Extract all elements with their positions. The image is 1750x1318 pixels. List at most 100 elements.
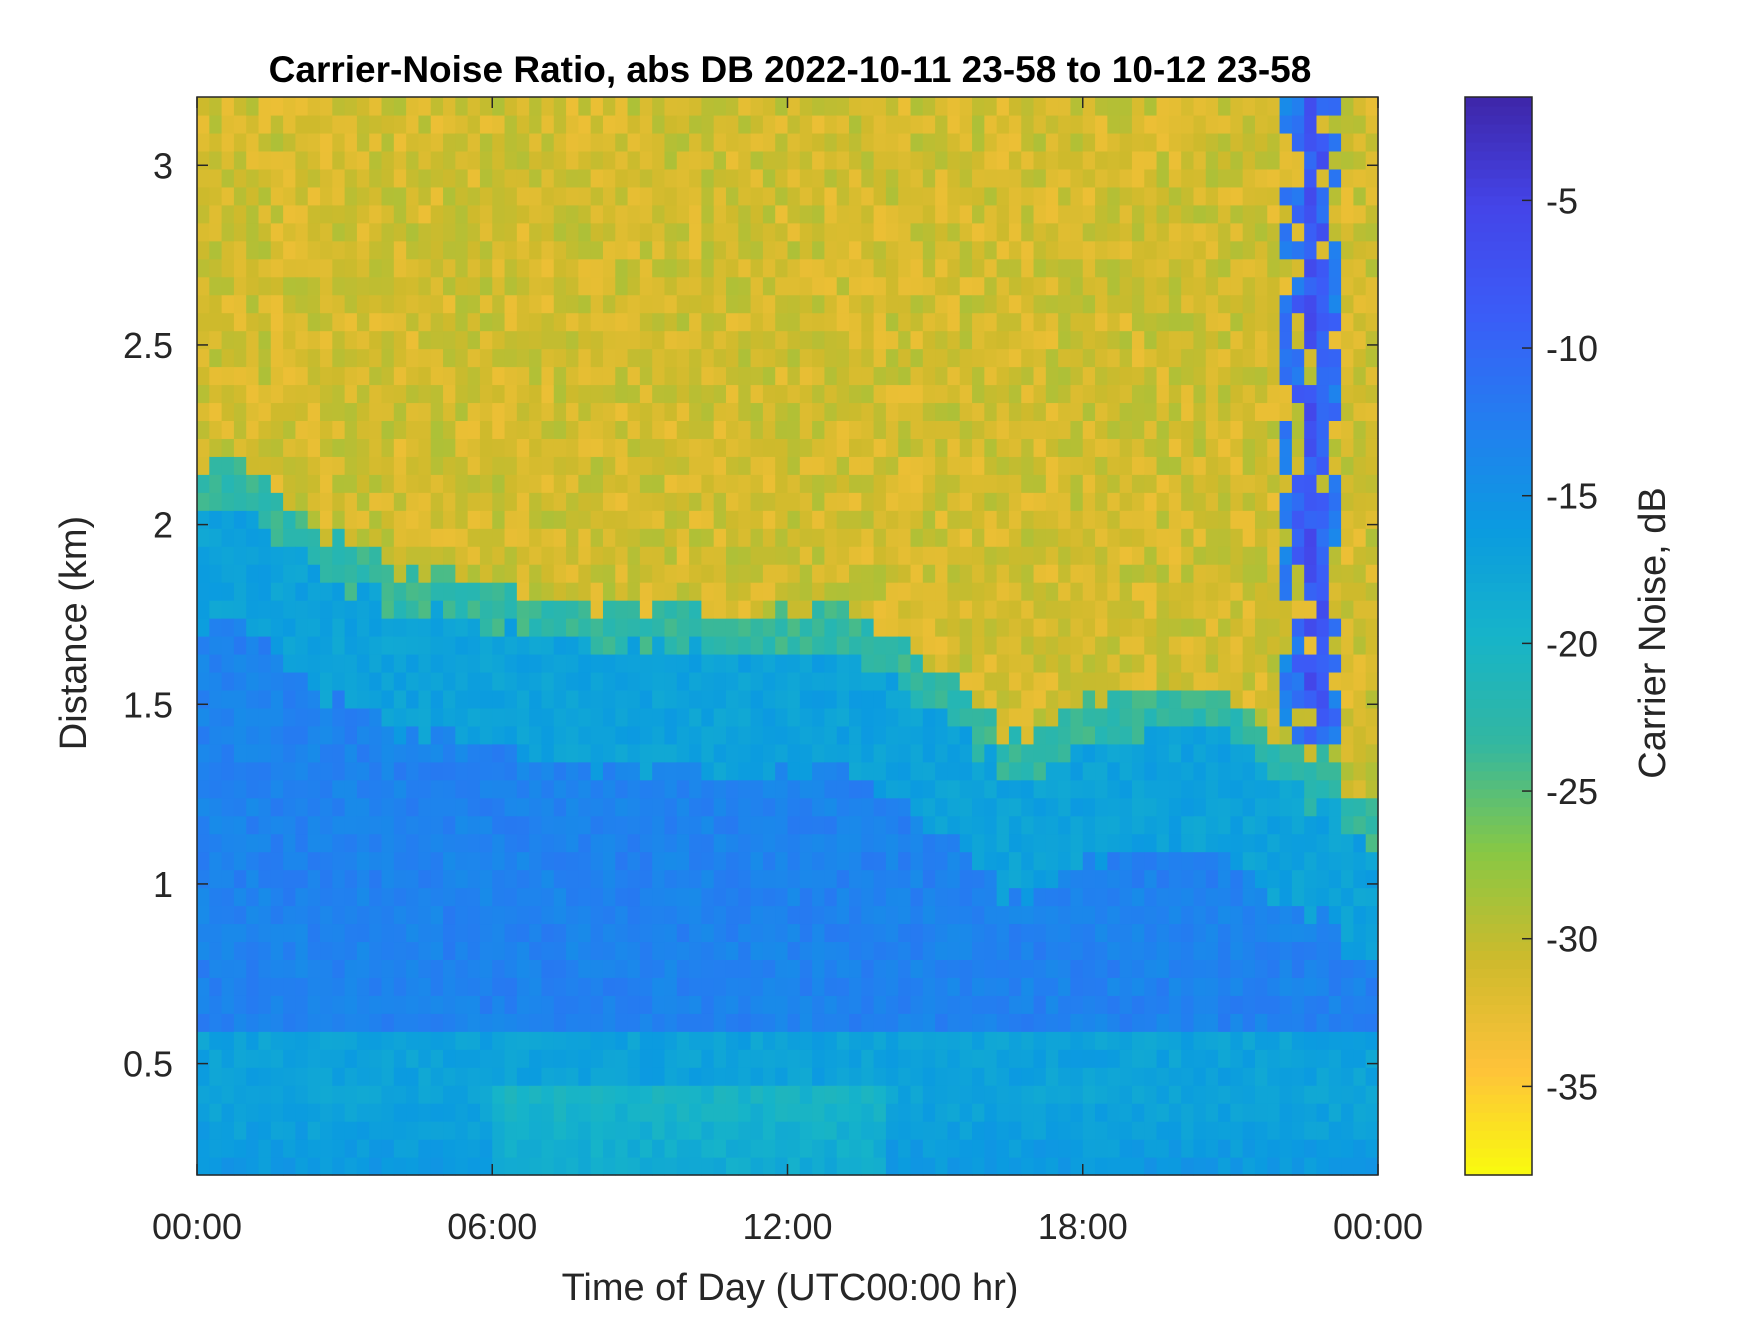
heatmap-cell bbox=[283, 294, 297, 314]
heatmap-cell bbox=[812, 653, 825, 673]
heatmap-cell bbox=[689, 150, 702, 170]
heatmap-cell bbox=[713, 420, 727, 439]
heatmap-cell bbox=[959, 312, 973, 332]
heatmap-cell bbox=[713, 474, 727, 493]
heatmap-cell bbox=[590, 653, 604, 673]
heatmap-cell bbox=[332, 330, 346, 350]
heatmap-cell bbox=[689, 725, 702, 745]
heatmap-cell bbox=[443, 725, 456, 745]
heatmap-cell bbox=[553, 240, 567, 260]
heatmap-cell bbox=[258, 348, 272, 368]
heatmap-cell bbox=[270, 887, 284, 907]
heatmap-cell bbox=[1131, 1067, 1145, 1086]
heatmap-cell bbox=[1131, 995, 1145, 1014]
heatmap-cell bbox=[676, 312, 690, 332]
heatmap-cell bbox=[639, 294, 653, 314]
heatmap-cell bbox=[467, 1121, 481, 1140]
heatmap-cell bbox=[762, 1067, 776, 1086]
heatmap-cell bbox=[898, 564, 912, 583]
heatmap-cell bbox=[861, 671, 875, 691]
heatmap-cell bbox=[738, 959, 752, 978]
heatmap-cell bbox=[553, 959, 567, 978]
heatmap-cell bbox=[652, 851, 666, 871]
heatmap-cell bbox=[910, 851, 924, 871]
heatmap-cell bbox=[578, 995, 592, 1014]
heatmap-cell bbox=[615, 420, 629, 439]
heatmap-cell bbox=[1205, 456, 1219, 475]
heatmap-cell bbox=[689, 815, 702, 835]
heatmap-cell bbox=[1070, 97, 1084, 116]
heatmap-cell bbox=[479, 636, 493, 655]
heatmap-cell bbox=[836, 546, 850, 565]
heatmap-cell bbox=[479, 761, 493, 781]
heatmap-cell bbox=[799, 546, 813, 565]
heatmap-cell bbox=[221, 1013, 235, 1032]
heatmap-cell bbox=[197, 420, 210, 439]
heatmap-cell bbox=[824, 582, 838, 601]
heatmap-cell bbox=[701, 186, 715, 206]
heatmap-cell bbox=[1008, 905, 1022, 925]
heatmap-cell bbox=[209, 420, 223, 439]
heatmap-cell bbox=[1205, 258, 1219, 278]
heatmap-cell bbox=[406, 402, 420, 421]
heatmap-cell bbox=[972, 582, 985, 601]
heatmap-cell bbox=[775, 276, 789, 296]
heatmap-cell bbox=[356, 1157, 370, 1176]
heatmap-cell bbox=[516, 1085, 530, 1104]
heatmap-cell bbox=[1058, 258, 1072, 278]
heatmap-cell bbox=[467, 348, 481, 368]
heatmap-cell bbox=[947, 618, 961, 637]
heatmap-cell bbox=[1008, 815, 1022, 835]
heatmap-cell bbox=[233, 923, 247, 943]
heatmap-cell bbox=[787, 510, 801, 529]
heatmap-cell bbox=[479, 204, 493, 224]
heatmap-cell bbox=[332, 707, 346, 727]
heatmap-cell bbox=[270, 851, 284, 871]
heatmap-cell bbox=[959, 582, 973, 601]
heatmap-cell bbox=[713, 905, 727, 925]
heatmap-cell bbox=[406, 384, 420, 404]
heatmap-cell bbox=[1205, 1067, 1219, 1086]
heatmap-cell bbox=[725, 689, 739, 709]
heatmap-cell bbox=[467, 887, 481, 907]
heatmap-cell bbox=[443, 600, 456, 619]
heatmap-cell bbox=[972, 1103, 985, 1122]
heatmap-cell bbox=[455, 150, 469, 170]
heatmap-cell bbox=[197, 600, 210, 619]
heatmap-cell bbox=[812, 420, 825, 439]
heatmap-cell bbox=[320, 1067, 333, 1086]
heatmap-cell bbox=[996, 815, 1010, 835]
heatmap-cell bbox=[197, 1139, 210, 1158]
heatmap-cell bbox=[492, 168, 506, 188]
heatmap-cell bbox=[824, 276, 838, 296]
heatmap-cell bbox=[849, 1157, 862, 1176]
heatmap-cell bbox=[750, 204, 764, 224]
heatmap-cell bbox=[221, 384, 235, 404]
heatmap-cell bbox=[664, 186, 678, 206]
heatmap-cell bbox=[996, 905, 1010, 925]
heatmap-cell bbox=[566, 546, 579, 565]
heatmap-cell bbox=[467, 114, 481, 134]
heatmap-cell bbox=[689, 779, 702, 799]
heatmap-cell bbox=[1181, 204, 1195, 224]
heatmap-cell bbox=[787, 366, 801, 386]
heatmap-cell bbox=[713, 689, 727, 709]
heatmap-cell bbox=[295, 707, 309, 727]
heatmap-cell bbox=[566, 1067, 579, 1086]
heatmap-cell bbox=[406, 1139, 420, 1158]
heatmap-cell bbox=[467, 707, 481, 727]
heatmap-cell bbox=[775, 546, 789, 565]
heatmap-cell bbox=[1033, 1067, 1047, 1086]
heatmap-cell bbox=[1131, 330, 1145, 350]
heatmap-cell bbox=[849, 1139, 862, 1158]
heatmap-cell bbox=[516, 438, 530, 457]
heatmap-cell bbox=[393, 977, 407, 996]
heatmap-cell bbox=[1119, 1139, 1133, 1158]
heatmap-cell bbox=[381, 546, 395, 565]
heatmap-cell bbox=[652, 941, 666, 960]
heatmap-cell bbox=[221, 402, 235, 421]
heatmap-cell bbox=[283, 941, 297, 960]
heatmap-cell bbox=[1144, 582, 1158, 601]
heatmap-cell bbox=[246, 1139, 260, 1158]
heatmap-cell bbox=[885, 707, 899, 727]
